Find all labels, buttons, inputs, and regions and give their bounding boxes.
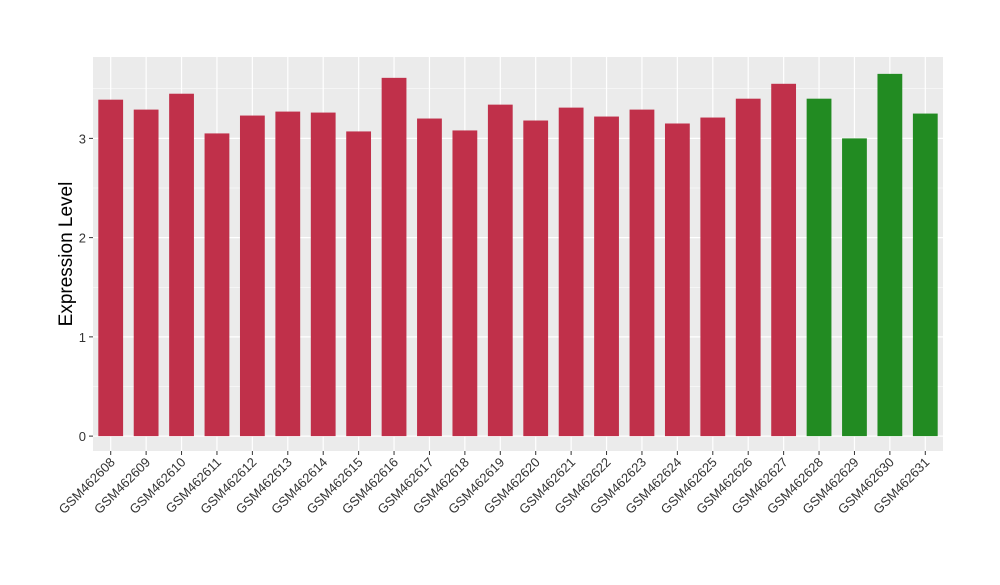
bar-GSM462617 [417, 118, 442, 437]
y-axis: 0 1 2 3 [79, 131, 93, 444]
bar-GSM462616 [381, 77, 407, 437]
bars [98, 73, 938, 437]
bar-GSM462620 [523, 120, 549, 437]
y-tick-label: 3 [79, 131, 86, 146]
bar-GSM462614 [310, 112, 336, 437]
bar-GSM462608 [98, 99, 124, 437]
y-tick-label: 0 [79, 429, 86, 444]
x-axis: GSM462608GSM462609GSM462610GSM462611GSM4… [56, 451, 932, 517]
bar-GSM462621 [558, 107, 584, 437]
bar-GSM462622 [594, 116, 619, 437]
bar-GSM462629 [842, 138, 867, 437]
y-axis-title: Expression Level [56, 182, 77, 327]
bar-GSM462611 [204, 133, 230, 437]
bar-GSM462619 [487, 104, 513, 437]
bar-GSM462626 [735, 98, 761, 437]
bar-GSM462610 [169, 93, 194, 437]
bar-GSM462615 [346, 131, 372, 437]
bar-GSM462609 [133, 109, 159, 437]
plot-panel [93, 57, 943, 451]
y-tick-label: 2 [79, 231, 86, 246]
y-tick-label: 1 [79, 330, 86, 345]
bar-GSM462628 [806, 98, 832, 437]
bar-GSM462625 [700, 117, 726, 437]
bar-GSM462630 [877, 73, 903, 437]
bar-GSM462613 [275, 111, 301, 437]
bar-GSM462623 [629, 109, 655, 437]
bar-GSM462627 [771, 83, 797, 437]
bar-GSM462618 [452, 130, 478, 437]
bar-GSM462631 [912, 113, 938, 437]
bar-GSM462612 [239, 115, 265, 437]
bar-GSM462624 [664, 123, 690, 437]
